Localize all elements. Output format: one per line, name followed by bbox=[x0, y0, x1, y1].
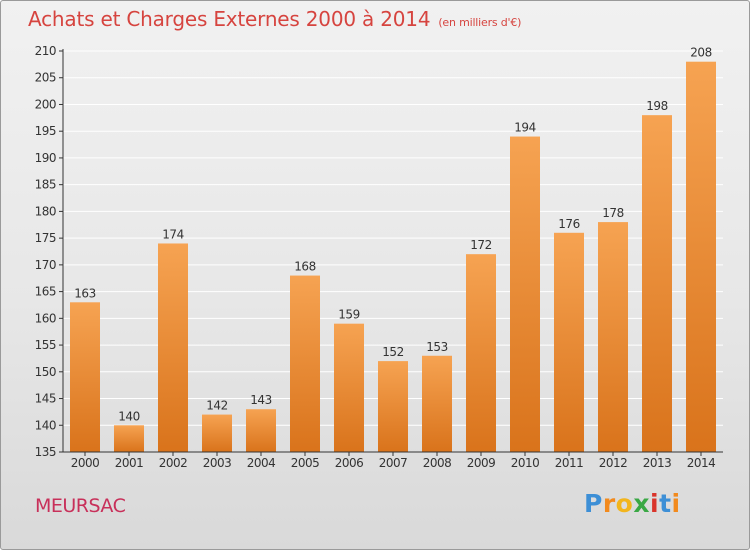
data-label: 172 bbox=[470, 238, 491, 252]
y-tick-label: 140 bbox=[35, 418, 56, 432]
x-tick-label: 2006 bbox=[335, 456, 364, 470]
bar bbox=[554, 232, 584, 452]
x-tick-label: 2009 bbox=[467, 456, 496, 470]
bar bbox=[114, 425, 144, 452]
data-label: 174 bbox=[162, 227, 183, 241]
bar bbox=[422, 355, 452, 452]
data-label: 208 bbox=[690, 46, 711, 60]
y-tick-label: 210 bbox=[35, 44, 56, 58]
data-label: 140 bbox=[118, 409, 139, 423]
chart-title-text: Achats et Charges Externes 2000 à 2014 bbox=[28, 7, 431, 31]
data-label: 152 bbox=[382, 345, 403, 359]
data-label: 142 bbox=[206, 399, 227, 413]
x-tick-label: 2005 bbox=[291, 456, 320, 470]
y-tick-label: 205 bbox=[35, 71, 56, 85]
y-tick-label: 160 bbox=[35, 311, 56, 325]
logo-letter: o bbox=[615, 489, 634, 518]
bar bbox=[246, 409, 276, 452]
bar bbox=[334, 323, 364, 452]
y-tick-label: 185 bbox=[35, 178, 56, 192]
logo-letter: t bbox=[659, 489, 672, 518]
x-tick-label: 2014 bbox=[687, 456, 716, 470]
logo-letter: x bbox=[633, 489, 650, 518]
x-tick-label: 2012 bbox=[599, 456, 628, 470]
bar bbox=[510, 136, 540, 452]
bar bbox=[686, 61, 716, 453]
y-tick-label: 195 bbox=[35, 124, 56, 138]
x-tick-label: 2003 bbox=[203, 456, 232, 470]
y-tick-label: 150 bbox=[35, 365, 56, 379]
data-label: 198 bbox=[646, 99, 667, 113]
y-tick-label: 200 bbox=[35, 97, 56, 111]
logo-letter: P bbox=[584, 489, 603, 518]
x-tick-label: 2011 bbox=[555, 456, 584, 470]
bar bbox=[642, 115, 672, 452]
y-tick-label: 135 bbox=[35, 445, 56, 459]
x-tick-label: 2004 bbox=[247, 456, 276, 470]
bar bbox=[158, 243, 188, 452]
y-tick-label: 145 bbox=[35, 392, 56, 406]
y-tick-label: 170 bbox=[35, 258, 56, 272]
x-tick-label: 2007 bbox=[379, 456, 408, 470]
logo-letter: r bbox=[602, 489, 616, 518]
data-label: 153 bbox=[426, 340, 447, 354]
bar bbox=[202, 414, 232, 452]
data-label: 159 bbox=[338, 308, 359, 322]
y-tick-label: 165 bbox=[35, 285, 56, 299]
y-tick-label: 175 bbox=[35, 231, 56, 245]
y-tick-label: 155 bbox=[35, 338, 56, 352]
y-tick-label: 180 bbox=[35, 204, 56, 218]
bar bbox=[290, 275, 320, 452]
chart-subtitle: (en milliers d'€) bbox=[438, 16, 522, 29]
bar bbox=[466, 254, 496, 452]
data-label: 143 bbox=[250, 393, 271, 407]
commune-name: MEURSAC bbox=[35, 495, 126, 517]
x-tick-label: 2002 bbox=[159, 456, 188, 470]
data-label: 176 bbox=[558, 217, 579, 231]
data-label: 168 bbox=[294, 260, 315, 274]
logo-letter: i bbox=[671, 489, 681, 518]
y-tick-label: 190 bbox=[35, 151, 56, 165]
bar bbox=[598, 222, 628, 452]
x-tick-label: 2008 bbox=[423, 456, 452, 470]
bar bbox=[70, 302, 100, 452]
bar bbox=[378, 361, 408, 452]
proxiti-logo: Proxiti bbox=[584, 489, 681, 518]
x-tick-label: 2010 bbox=[511, 456, 540, 470]
chart-title: Achats et Charges Externes 2000 à 2014 (e… bbox=[28, 7, 521, 31]
data-label: 163 bbox=[74, 286, 95, 300]
x-tick-label: 2001 bbox=[115, 456, 144, 470]
x-tick-label: 2000 bbox=[71, 456, 100, 470]
logo-letter: i bbox=[650, 489, 660, 518]
data-label: 194 bbox=[514, 121, 535, 135]
x-tick-label: 2013 bbox=[643, 456, 672, 470]
data-label: 178 bbox=[602, 206, 623, 220]
